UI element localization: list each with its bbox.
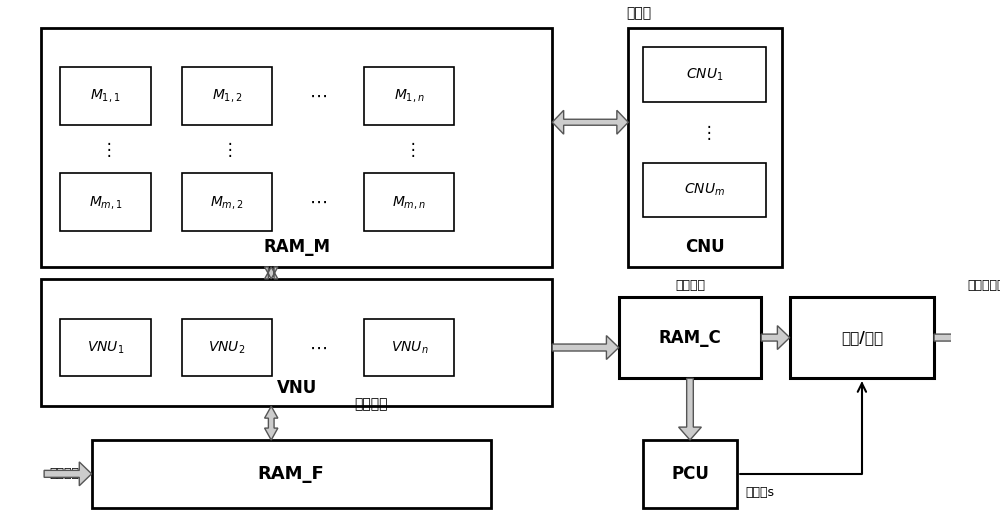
Text: $VNU_n$: $VNU_n$ xyxy=(391,339,428,356)
Bar xyxy=(182,319,272,376)
Text: $M_{1,1}$: $M_{1,1}$ xyxy=(90,87,121,104)
Text: $\vdots$: $\vdots$ xyxy=(404,140,415,159)
Text: $M_{m,2}$: $M_{m,2}$ xyxy=(210,194,244,211)
Polygon shape xyxy=(679,378,701,440)
Text: RAM_C: RAM_C xyxy=(659,329,721,347)
Text: 伴随式s: 伴随式s xyxy=(745,486,774,499)
Text: $M_{m,1}$: $M_{m,1}$ xyxy=(89,194,122,211)
Bar xyxy=(643,440,737,508)
Text: 译码器输入: 译码器输入 xyxy=(49,467,87,481)
Text: $VNU_1$: $VNU_1$ xyxy=(87,339,124,356)
Text: $M_{1,2}$: $M_{1,2}$ xyxy=(212,87,242,104)
Bar xyxy=(643,162,766,217)
Text: 外信息: 外信息 xyxy=(626,6,651,20)
Text: $\vdots$: $\vdots$ xyxy=(700,122,711,142)
Text: $\cdots$: $\cdots$ xyxy=(309,87,327,105)
Bar xyxy=(182,67,272,125)
Polygon shape xyxy=(552,111,628,134)
Bar xyxy=(41,279,552,406)
Bar xyxy=(60,173,151,231)
Bar xyxy=(92,440,491,508)
Text: CNU: CNU xyxy=(685,238,725,256)
Polygon shape xyxy=(265,267,278,279)
Bar xyxy=(628,28,782,267)
Text: 译码码字: 译码码字 xyxy=(675,279,705,292)
Text: RAM_M: RAM_M xyxy=(263,238,330,256)
Polygon shape xyxy=(934,325,996,349)
Bar xyxy=(41,28,552,267)
Text: $M_{m,n}$: $M_{m,n}$ xyxy=(392,194,426,211)
Text: $VNU_2$: $VNU_2$ xyxy=(208,339,246,356)
Bar xyxy=(364,173,454,231)
Text: RAM_F: RAM_F xyxy=(258,465,324,483)
Text: 译码器输出: 译码器输出 xyxy=(968,279,1000,292)
Text: $\vdots$: $\vdots$ xyxy=(221,140,233,159)
Bar xyxy=(364,319,454,376)
Text: $\cdots$: $\cdots$ xyxy=(309,338,327,357)
Bar xyxy=(60,319,151,376)
Text: $CNU_1$: $CNU_1$ xyxy=(686,66,723,83)
Polygon shape xyxy=(44,462,92,486)
Polygon shape xyxy=(761,325,790,349)
Bar xyxy=(182,173,272,231)
Text: $\cdots$: $\cdots$ xyxy=(309,193,327,211)
Text: VNU: VNU xyxy=(277,379,317,398)
Text: PCU: PCU xyxy=(671,465,709,483)
Bar xyxy=(790,297,934,378)
Polygon shape xyxy=(552,336,619,360)
Bar xyxy=(364,67,454,125)
Bar xyxy=(60,67,151,125)
Text: $M_{1,n}$: $M_{1,n}$ xyxy=(394,87,425,104)
Bar xyxy=(643,47,766,102)
Text: $CNU_m$: $CNU_m$ xyxy=(684,182,725,198)
Text: 判决/控制: 判决/控制 xyxy=(841,330,883,345)
Bar xyxy=(619,297,761,378)
Text: 信道信息: 信道信息 xyxy=(354,397,388,411)
Polygon shape xyxy=(265,406,278,440)
Text: $\vdots$: $\vdots$ xyxy=(100,140,111,159)
